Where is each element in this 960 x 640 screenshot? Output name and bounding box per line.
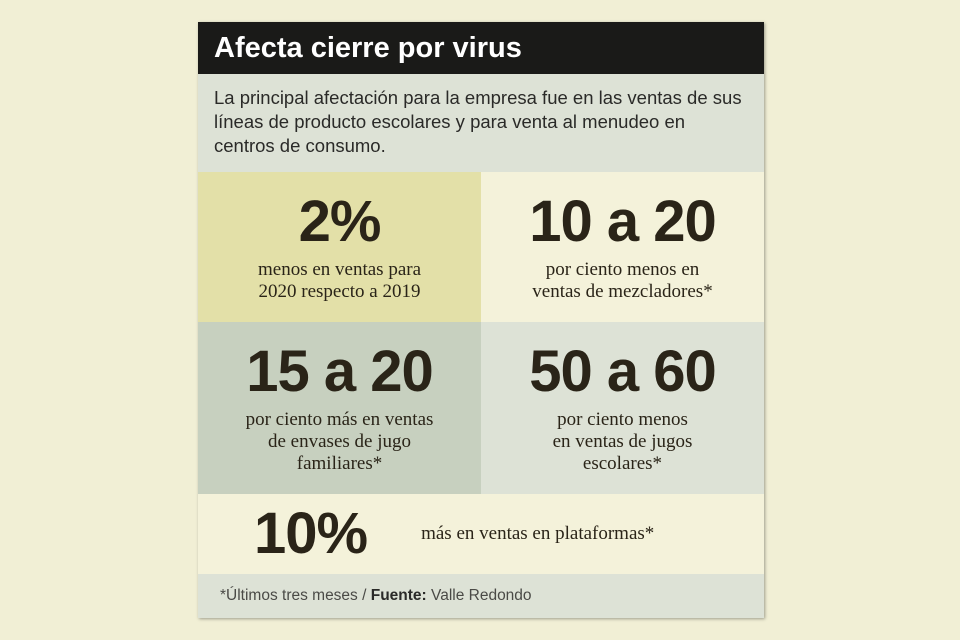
stat-desc-line: por ciento menos xyxy=(557,409,688,430)
footer-note: *Últimos tres meses / xyxy=(220,587,371,604)
footer-source: *Últimos tres meses / Fuente: Valle Redo… xyxy=(198,574,764,618)
stat-desc-line: ventas de mezcladores* xyxy=(532,281,713,302)
infographic-card: Afecta cierre por virus La principal afe… xyxy=(198,22,764,618)
stat-value: 2% xyxy=(298,189,382,254)
source-name: Valle Redondo xyxy=(426,587,532,604)
stat-desc-line: 2020 respecto a 2019 xyxy=(258,281,421,302)
stat-desc-line: familiares* xyxy=(296,453,383,474)
stat-value: 15 a 20 xyxy=(246,339,434,404)
stat-cell-family-juice: 15 a 20 por ciento más en ventas de enva… xyxy=(198,322,481,494)
source-label: Fuente: xyxy=(370,587,427,604)
stat-cell-mixers: 10 a 20 por ciento menos en ventas de me… xyxy=(481,172,764,322)
stat-cell-sales-2020: 2% menos en ventas para 2020 respecto a … xyxy=(198,172,481,322)
stat-desc-line: escolares* xyxy=(582,453,663,474)
infographic-title: Afecta cierre por virus xyxy=(198,22,764,74)
stat-desc-line: menos en ventas para xyxy=(257,259,422,280)
stat-desc-line: en ventas de jugos xyxy=(552,431,693,452)
stat-desc-line: por ciento más en ventas xyxy=(245,409,434,430)
stat-row-platforms: 10% más en ventas en plataformas* xyxy=(198,494,764,574)
stat-desc-line: de envases de jugo xyxy=(268,431,411,452)
stat-cell-school-juice: 50 a 60 por ciento menos en ventas de ju… xyxy=(481,322,764,494)
stat-desc-line: por ciento menos en xyxy=(545,259,700,280)
stat-value: 50 a 60 xyxy=(529,339,717,404)
stat-value: 10 a 20 xyxy=(529,189,717,254)
stat-value: 10% xyxy=(254,501,368,566)
stat-desc: más en ventas en plataformas* xyxy=(421,523,655,544)
